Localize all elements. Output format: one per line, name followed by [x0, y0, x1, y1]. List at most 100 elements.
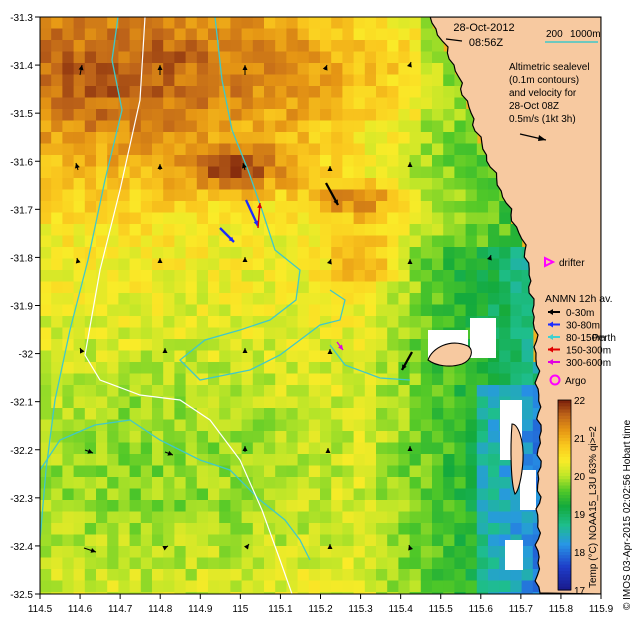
perth-label: Perth: [592, 333, 616, 344]
isobath-shelf: [40, 419, 311, 561]
velocity-arrow: [162, 545, 169, 551]
velocity-arrow: [407, 162, 413, 167]
info-line-5: 0.5m/s (1kt 3h): [509, 114, 576, 125]
y-tick-label: -31.6: [10, 157, 33, 168]
velocity-arrow: [242, 446, 248, 452]
colorbar-tick-label: 22: [574, 396, 586, 407]
isobath-inner: [329, 344, 411, 381]
argo-label: Argo: [565, 376, 587, 387]
velocity-arrow: [244, 543, 250, 550]
velocity-arrow: [75, 257, 81, 264]
x-tick-label: 115.4: [388, 604, 413, 615]
info-line-4: 28-Oct 08Z: [509, 101, 559, 112]
y-tick-label: -32: [19, 350, 34, 361]
legend-arrowhead-icon: [548, 346, 553, 353]
info-block: Altimetric sealevel (0.1m contours) and …: [509, 62, 590, 141]
mooring-arrow-blue: [219, 227, 235, 243]
x-tick-label: 115.6: [469, 604, 494, 615]
velocity-arrow: [157, 258, 163, 263]
velocity-arrow: [325, 448, 331, 453]
y-tick-label: -31.5: [10, 109, 33, 120]
drifter-label: drifter: [559, 258, 585, 269]
y-tick-label: -32.4: [10, 542, 33, 553]
legend-item-label: 150-300m: [566, 346, 611, 357]
mooring-arrow-blue: [244, 199, 260, 227]
y-tick-label: -31.4: [10, 61, 33, 72]
velocity-arrow: [164, 450, 174, 456]
velocity-arrow: [322, 64, 328, 71]
x-tick-label: 115.5: [429, 604, 454, 615]
velocity-arrow: [327, 258, 332, 265]
overlay-layer: [40, 17, 411, 594]
velocity-arrow: [242, 257, 248, 262]
x-tick-label: 115.2: [308, 604, 333, 615]
legend-item-label: 0-30m: [566, 308, 594, 319]
ship-track: [84, 17, 293, 594]
velocity-arrow: [79, 347, 85, 354]
velocity-arrow: [327, 349, 333, 354]
isobath-200m: [179, 17, 346, 381]
velocity-arrow: [487, 254, 492, 261]
mooring-arrow-black: [400, 351, 414, 371]
mooring-arrow-magenta: [336, 341, 344, 351]
scale-unit-label: 1000m: [570, 29, 601, 40]
y-tick-label: -32.3: [10, 494, 33, 505]
x-tick-label: 114.7: [108, 604, 133, 615]
velocity-arrow: [327, 166, 333, 171]
velocity-arrow: [408, 544, 413, 551]
legend-arrowhead-icon: [548, 359, 553, 365]
y-axis: -31.3 -31.4 -31.5 -31.6 -31.7 -31.8 -31.9 -32 -3…: [10, 13, 40, 601]
velocity-arrow: [407, 446, 413, 451]
y-tick-label: -31.7: [10, 205, 33, 216]
velocity-arrow: [407, 259, 413, 264]
velocity-arrow: [407, 61, 412, 68]
velocity-arrow: [327, 544, 333, 549]
x-tick-label: 115.1: [268, 604, 293, 615]
anmn-legend-title: ANMN 12h av.: [545, 293, 613, 305]
isobath-1000m: [40, 17, 123, 541]
velocity-arrows: [75, 61, 492, 553]
x-tick-label: 114.9: [188, 604, 213, 615]
x-tick-label: 114.5: [28, 604, 53, 615]
legend-arrowhead-icon: [548, 309, 553, 315]
colorbar-tick-label: 18: [574, 548, 586, 559]
x-tick-label: 114.8: [148, 604, 173, 615]
info-line-1: Altimetric sealevel: [509, 62, 590, 73]
velocity-arrow: [157, 164, 163, 170]
legend-item-label: 30-80m: [566, 321, 600, 332]
x-tick-label: 115.3: [348, 604, 373, 615]
legend-item-label: 300-600m: [566, 358, 611, 369]
scale-label: 200: [546, 29, 563, 40]
velocity-arrow: [83, 547, 97, 553]
velocity-arrow: [78, 64, 84, 76]
x-tick-label: 114.6: [68, 604, 93, 615]
y-tick-label: -31.3: [10, 13, 33, 24]
y-tick-label: -31.9: [10, 302, 33, 313]
map-plot[interactable]: [40, 17, 601, 604]
info-line-2: (0.1m contours): [509, 75, 579, 86]
legend-item-label: 80-150m: [566, 333, 605, 344]
island-garden: [510, 423, 524, 495]
credit-label: © IMOS 03-Apr-2015 02:02:56 Hobart time: [622, 419, 633, 610]
y-tick-label: -32.1: [10, 398, 33, 409]
colorbar-tick-label: 21: [574, 434, 586, 445]
velocity-arrow: [157, 65, 163, 75]
header-arrow-icon: [445, 38, 463, 42]
y-tick-label: -32.5: [10, 590, 33, 601]
date-label: 28-Oct-2012: [453, 22, 514, 34]
legend-arrowhead-icon: [548, 321, 553, 328]
colorbar-tick-label: 17: [574, 586, 586, 597]
argo-marker-icon: [549, 374, 561, 386]
y-tick-label: -31.8: [10, 253, 33, 264]
velocity-arrow: [75, 162, 80, 171]
velocity-arrow: [162, 348, 168, 353]
x-tick-label: 115.8: [549, 604, 574, 615]
colorbar: 22 21 20 19 18 17: [557, 396, 586, 597]
time-label: 08:56Z: [469, 37, 504, 49]
velocity-arrow: [84, 448, 94, 454]
reference-arrowhead-icon: [538, 135, 546, 141]
colorbar-tick-label: 19: [574, 510, 586, 521]
colorbar-label: Temp (°C) NOAA15_L3U 63% qi>=2: [588, 426, 599, 588]
